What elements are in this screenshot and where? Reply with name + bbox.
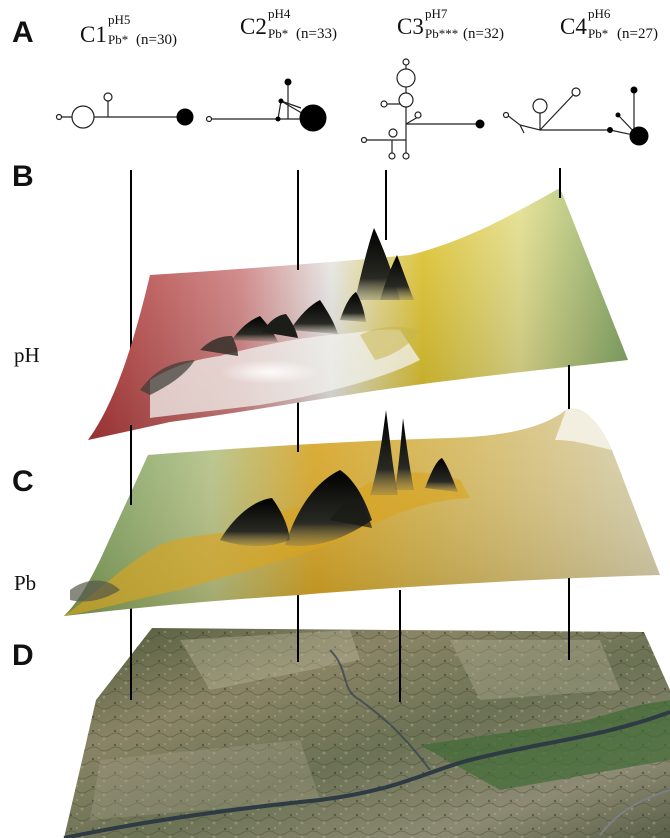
- pb-peak-main: [370, 410, 398, 495]
- panel-label-c: C: [12, 465, 34, 498]
- cluster-c1-ph: pH5: [108, 12, 130, 27]
- svg-text:C4: C4: [560, 14, 587, 39]
- cluster-c3-n: (n=32): [463, 26, 504, 42]
- panel-label-b: B: [12, 160, 34, 193]
- panel-label-d: D: [12, 639, 34, 672]
- cluster-c1-name: C1: [80, 22, 107, 47]
- pb-peak-second: [395, 418, 414, 490]
- cluster-c1-n: (n=30): [136, 32, 177, 48]
- ph-layer-label: pH: [14, 343, 40, 367]
- cluster-c2-ph: pH4: [268, 6, 291, 21]
- network-c3: [360, 58, 485, 160]
- cluster-drop-lines-front: [130, 168, 570, 702]
- network-c4: [502, 86, 649, 146]
- cluster-c2-header: C2 pH4 Pb* (n=33): [240, 6, 337, 42]
- ph-surface: [88, 188, 628, 440]
- cluster-c4-pb: Pb*: [588, 26, 608, 41]
- cluster-c4-n: (n=27): [617, 26, 658, 42]
- cluster-c2-pb: Pb*: [268, 26, 288, 41]
- cluster-c3-pb: Pb***: [425, 26, 458, 41]
- terrain-map: [63, 628, 670, 838]
- svg-text:C2: C2: [240, 14, 267, 39]
- pb-layer-label: Pb: [14, 571, 36, 595]
- cluster-c4-name: C4: [560, 14, 587, 39]
- cluster-c3-name: C3: [397, 14, 424, 39]
- cluster-c1-pb: Pb*: [108, 32, 128, 47]
- network-c2: [205, 78, 327, 132]
- cluster-c2-name: C2: [240, 14, 267, 39]
- cluster-c1-header: C1 pH5 Pb* (n=30): [80, 12, 177, 48]
- river: [63, 710, 670, 838]
- cluster-c4-header: C4 pH6 Pb* (n=27): [560, 6, 658, 42]
- cluster-c3-header: C3 pH7 Pb*** (n=32): [397, 6, 504, 42]
- svg-text:C1: C1: [80, 22, 107, 47]
- cluster-c4-ph: pH6: [588, 6, 611, 21]
- cluster-c3-ph: pH7: [425, 6, 448, 21]
- pb-surface: [64, 408, 660, 616]
- panel-label-a: A: [12, 16, 34, 49]
- network-c1: [55, 92, 194, 129]
- svg-text:C3: C3: [397, 14, 424, 39]
- cluster-c2-n: (n=33): [296, 26, 337, 42]
